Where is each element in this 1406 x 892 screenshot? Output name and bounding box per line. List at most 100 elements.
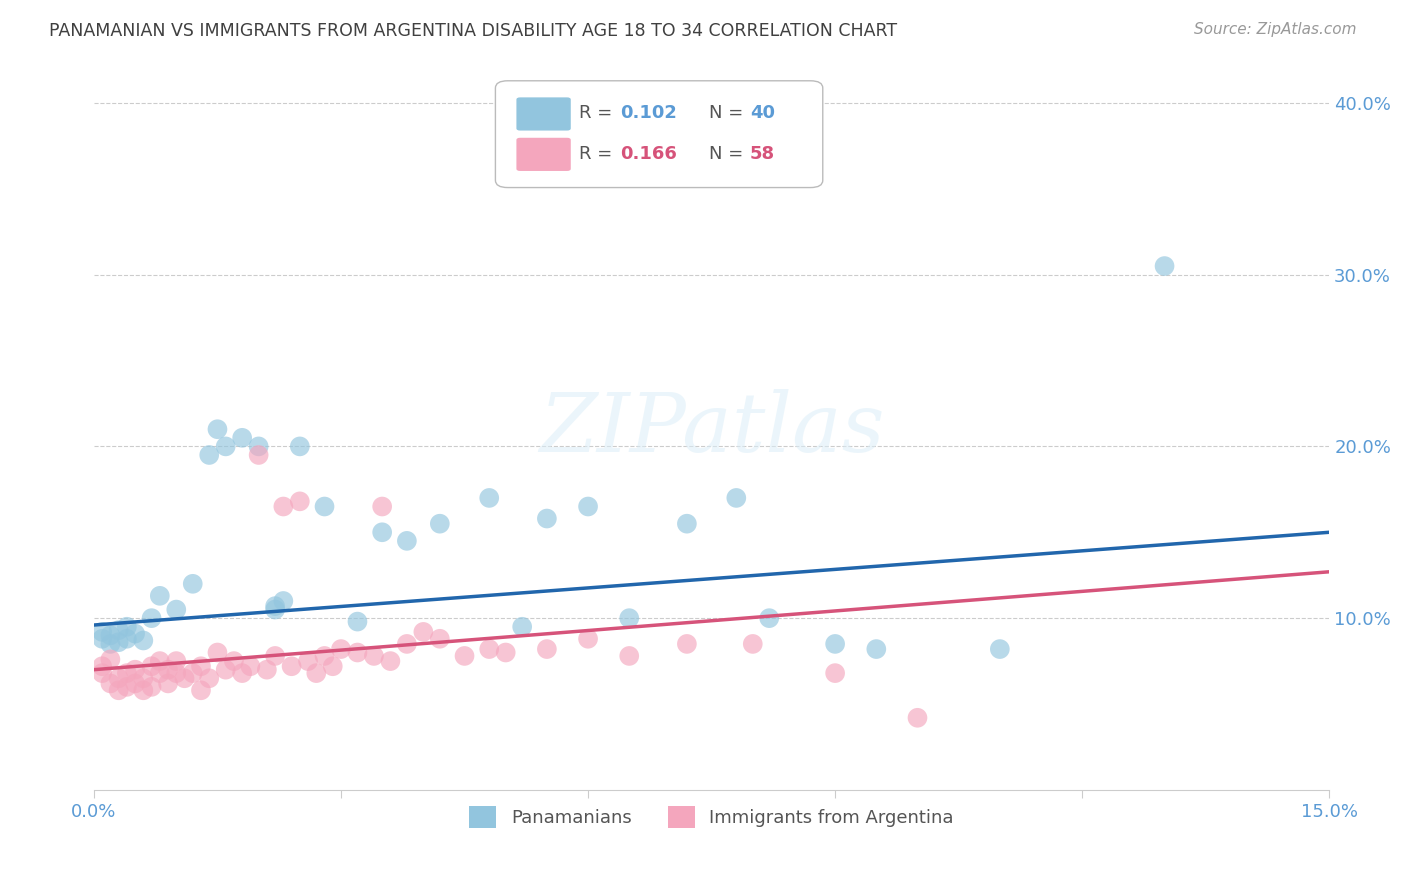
Point [91, 632, 114, 646]
Point [124, 626, 146, 640]
Point [231, 431, 253, 445]
Point [141, 680, 163, 694]
Point [305, 666, 328, 681]
Point [676, 516, 699, 531]
Point [264, 602, 287, 616]
Point [132, 633, 155, 648]
Point [453, 648, 475, 663]
Point [297, 654, 319, 668]
Text: PANAMANIAN VS IMMIGRANTS FROM ARGENTINA DISABILITY AGE 18 TO 34 CORRELATION CHAR: PANAMANIAN VS IMMIGRANTS FROM ARGENTINA … [49, 22, 897, 40]
Point [222, 654, 245, 668]
Point [371, 525, 394, 540]
Point [380, 654, 402, 668]
Point [495, 646, 517, 660]
Point [288, 439, 311, 453]
Point [429, 516, 451, 531]
Point [173, 671, 195, 685]
Point [165, 654, 187, 668]
Point [280, 659, 302, 673]
Point [107, 683, 129, 698]
Legend: Panamanians, Immigrants from Argentina: Panamanians, Immigrants from Argentina [463, 798, 962, 835]
Point [190, 659, 212, 673]
Point [758, 611, 780, 625]
Point [395, 637, 418, 651]
Point [371, 500, 394, 514]
Point [536, 642, 558, 657]
Point [395, 533, 418, 548]
Point [181, 576, 204, 591]
Point [190, 683, 212, 698]
Point [330, 642, 353, 657]
Point [115, 666, 138, 681]
Point [207, 646, 229, 660]
Point [149, 589, 172, 603]
Text: N =: N = [709, 145, 749, 162]
Point [741, 637, 763, 651]
Point [273, 594, 295, 608]
Point [273, 500, 295, 514]
Point [247, 439, 270, 453]
Point [157, 676, 180, 690]
Point [115, 632, 138, 646]
Point [314, 648, 336, 663]
Point [115, 680, 138, 694]
Point [429, 632, 451, 646]
Text: R =: R = [579, 104, 619, 122]
Point [907, 711, 929, 725]
Point [157, 663, 180, 677]
Point [363, 648, 385, 663]
Text: N =: N = [709, 104, 749, 122]
Point [149, 666, 172, 681]
Point [124, 663, 146, 677]
Point [288, 494, 311, 508]
Text: 40: 40 [749, 104, 775, 122]
Point [198, 448, 221, 462]
Point [619, 648, 641, 663]
Point [988, 642, 1011, 657]
Point [676, 637, 699, 651]
Point [100, 637, 122, 651]
FancyBboxPatch shape [516, 137, 571, 171]
Point [264, 599, 287, 614]
Point [91, 659, 114, 673]
Point [1153, 259, 1175, 273]
Point [231, 666, 253, 681]
Text: ZIPatlas: ZIPatlas [538, 389, 884, 469]
Point [725, 491, 748, 505]
Point [346, 615, 368, 629]
Point [322, 659, 344, 673]
Point [478, 491, 501, 505]
Point [264, 648, 287, 663]
FancyBboxPatch shape [495, 81, 823, 187]
Point [91, 624, 114, 639]
Text: Source: ZipAtlas.com: Source: ZipAtlas.com [1194, 22, 1357, 37]
Point [346, 646, 368, 660]
Point [256, 663, 278, 677]
Point [536, 511, 558, 525]
Text: R =: R = [579, 145, 619, 162]
Point [181, 666, 204, 681]
Point [91, 666, 114, 681]
Point [215, 663, 238, 677]
Point [576, 500, 599, 514]
Point [141, 611, 163, 625]
Point [412, 624, 434, 639]
Point [314, 500, 336, 514]
Point [100, 676, 122, 690]
Point [165, 602, 187, 616]
Point [132, 683, 155, 698]
Point [198, 671, 221, 685]
Point [247, 448, 270, 462]
Text: 58: 58 [749, 145, 775, 162]
Point [107, 623, 129, 637]
Point [478, 642, 501, 657]
Point [239, 659, 262, 673]
Point [824, 666, 846, 681]
Point [115, 620, 138, 634]
Point [100, 628, 122, 642]
Point [510, 620, 533, 634]
Point [865, 642, 887, 657]
Point [107, 671, 129, 685]
Point [207, 422, 229, 436]
Point [141, 659, 163, 673]
